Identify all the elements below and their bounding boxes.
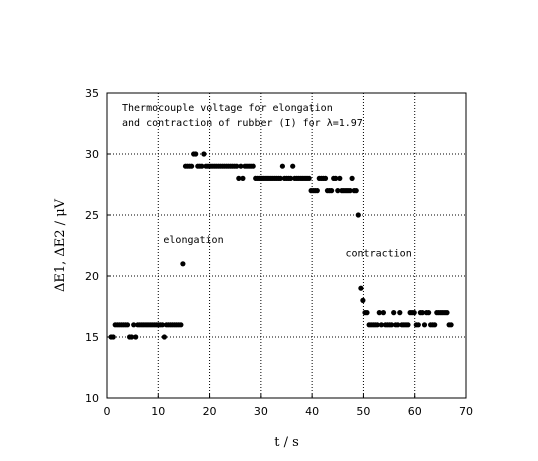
data-point [448, 322, 454, 328]
data-point [250, 163, 256, 169]
data-point [133, 334, 139, 340]
data-point [415, 322, 421, 328]
data-point [374, 322, 380, 328]
y-tick-label: 20 [85, 270, 99, 283]
data-point [234, 163, 240, 169]
data-point [391, 310, 397, 316]
x-axis-label: t / s [274, 435, 299, 450]
data-point [178, 322, 184, 328]
data-point [380, 310, 386, 316]
data-point [288, 175, 294, 181]
y-tick-label: 15 [85, 331, 99, 344]
data-point [395, 322, 401, 328]
x-tick-label: 60 [408, 405, 422, 418]
data-points [108, 151, 454, 340]
x-tick-label: 30 [254, 405, 268, 418]
data-point [161, 334, 167, 340]
data-point [353, 188, 359, 194]
data-point [290, 163, 296, 169]
data-point [378, 322, 384, 328]
data-point [159, 322, 165, 328]
y-tick-label: 35 [85, 87, 99, 100]
chart-title-line-2: and contraction of rubber (I) for λ=1.97 [122, 118, 363, 129]
y-tick-label: 10 [85, 392, 99, 405]
y-tick-label: 30 [85, 148, 99, 161]
grid [107, 93, 466, 398]
annotation-contraction: contraction [346, 249, 412, 260]
data-point [337, 175, 343, 181]
data-point [279, 163, 285, 169]
x-tick-label: 50 [356, 405, 370, 418]
data-point [193, 151, 199, 157]
data-point [277, 175, 283, 181]
data-point [426, 310, 432, 316]
data-point [347, 188, 353, 194]
data-point [201, 151, 207, 157]
data-point [329, 188, 335, 194]
y-tick-label: 25 [85, 209, 99, 222]
data-point [432, 322, 438, 328]
data-point [131, 322, 137, 328]
data-point [129, 334, 135, 340]
x-tick-label: 10 [151, 405, 165, 418]
data-point [314, 188, 320, 194]
data-point [358, 285, 364, 291]
data-point [199, 163, 205, 169]
data-point [355, 212, 361, 218]
chart-title-line-1: Thermocouple voltage for elongation [122, 103, 333, 114]
data-point [349, 175, 355, 181]
data-point [335, 188, 341, 194]
data-point [405, 322, 411, 328]
x-tick-label: 20 [203, 405, 217, 418]
y-axis-ticks: 10 15 20 25 30 35 [85, 87, 111, 405]
x-axis-ticks: 0 10 20 30 40 50 60 70 [104, 394, 473, 418]
x-tick-label: 70 [459, 405, 473, 418]
y-axis-label: ΔE1, ΔE2 / μV [53, 198, 68, 292]
annotation-elongation: elongation [163, 235, 223, 246]
data-point [110, 334, 116, 340]
data-point [333, 175, 339, 181]
data-point [240, 175, 246, 181]
data-point [360, 297, 366, 303]
data-point [376, 310, 382, 316]
data-point [189, 163, 195, 169]
data-point [421, 322, 428, 328]
data-point [306, 175, 312, 181]
data-point [364, 310, 370, 316]
data-point [322, 175, 329, 181]
x-tick-label: 0 [104, 405, 111, 418]
plot-frame [106, 92, 467, 399]
data-point [389, 322, 395, 328]
x-tick-label: 40 [305, 405, 319, 418]
data-point [236, 175, 242, 181]
data-point [444, 310, 450, 316]
data-point [238, 163, 244, 169]
data-point [397, 310, 403, 316]
data-point [124, 322, 131, 328]
data-point [419, 310, 425, 316]
data-point [180, 261, 186, 267]
data-point [411, 310, 417, 316]
